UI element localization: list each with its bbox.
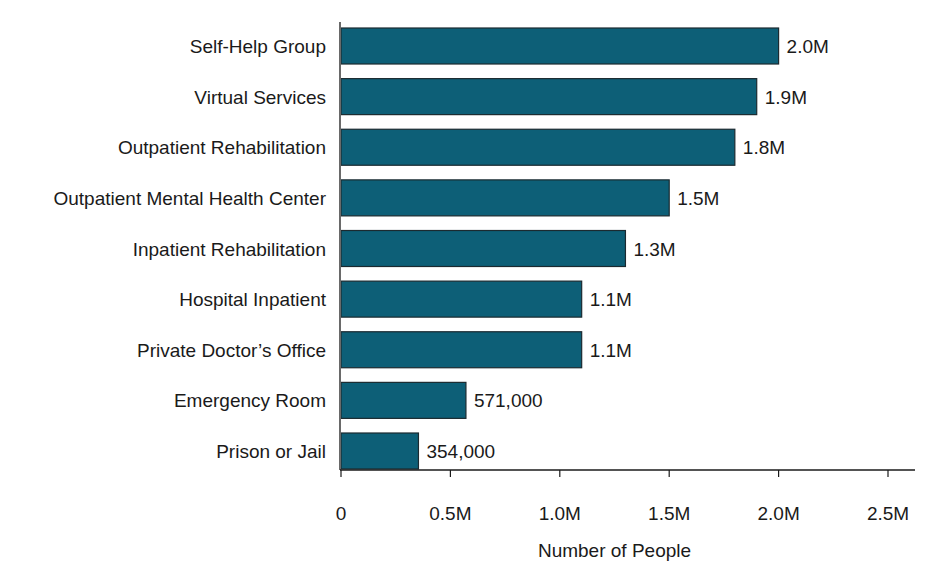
bar [341,433,418,469]
category-label: Private Doctor’s Office [137,340,326,361]
category-label: Outpatient Rehabilitation [118,137,326,158]
tick-label: 0.5M [429,503,471,524]
category-label: Emergency Room [174,390,326,411]
category-label: Self-Help Group [190,36,326,57]
data-label: 354,000 [426,441,495,462]
bar [341,382,466,418]
x-axis-line [340,469,915,470]
category-label: Hospital Inpatient [179,289,327,310]
tick-label: 1.0M [539,503,581,524]
data-label: 1.9M [765,87,807,108]
bars [341,28,779,469]
data-label: 1.5M [677,188,719,209]
bar [341,79,757,115]
bar [341,332,582,368]
bar [341,180,669,216]
tick-mark [887,470,888,477]
data-label: 2.0M [787,36,829,57]
data-label: 1.1M [590,289,632,310]
data-label: 1.8M [743,137,785,158]
tick-mark [669,470,670,477]
bar [341,28,779,64]
data-label: 1.1M [590,340,632,361]
category-label: Outpatient Mental Health Center [54,188,327,209]
bar [341,129,735,165]
tick-label: 2.5M [867,503,909,524]
tick-mark [340,470,341,477]
axis-title: Number of People [538,540,691,561]
category-label: Inpatient Rehabilitation [133,239,326,260]
category-label: Virtual Services [194,87,326,108]
chart: 2.0M 1.9M 1.8M 1.5M 1.3M 1.1M 1.1M 571,000 354,0… [0,0,930,587]
tick-label: 2.0M [757,503,799,524]
tick-mark [778,470,779,477]
tick-label: 1.5M [648,503,690,524]
category-label: Prison or Jail [216,441,326,462]
data-label: 1.3M [633,239,675,260]
tick-label: 0 [336,503,347,524]
bar [341,231,625,267]
data-label: 571,000 [474,390,543,411]
tick-mark [450,470,451,477]
y-axis-line [339,22,340,470]
bar [341,281,582,317]
tick-mark [559,470,560,477]
